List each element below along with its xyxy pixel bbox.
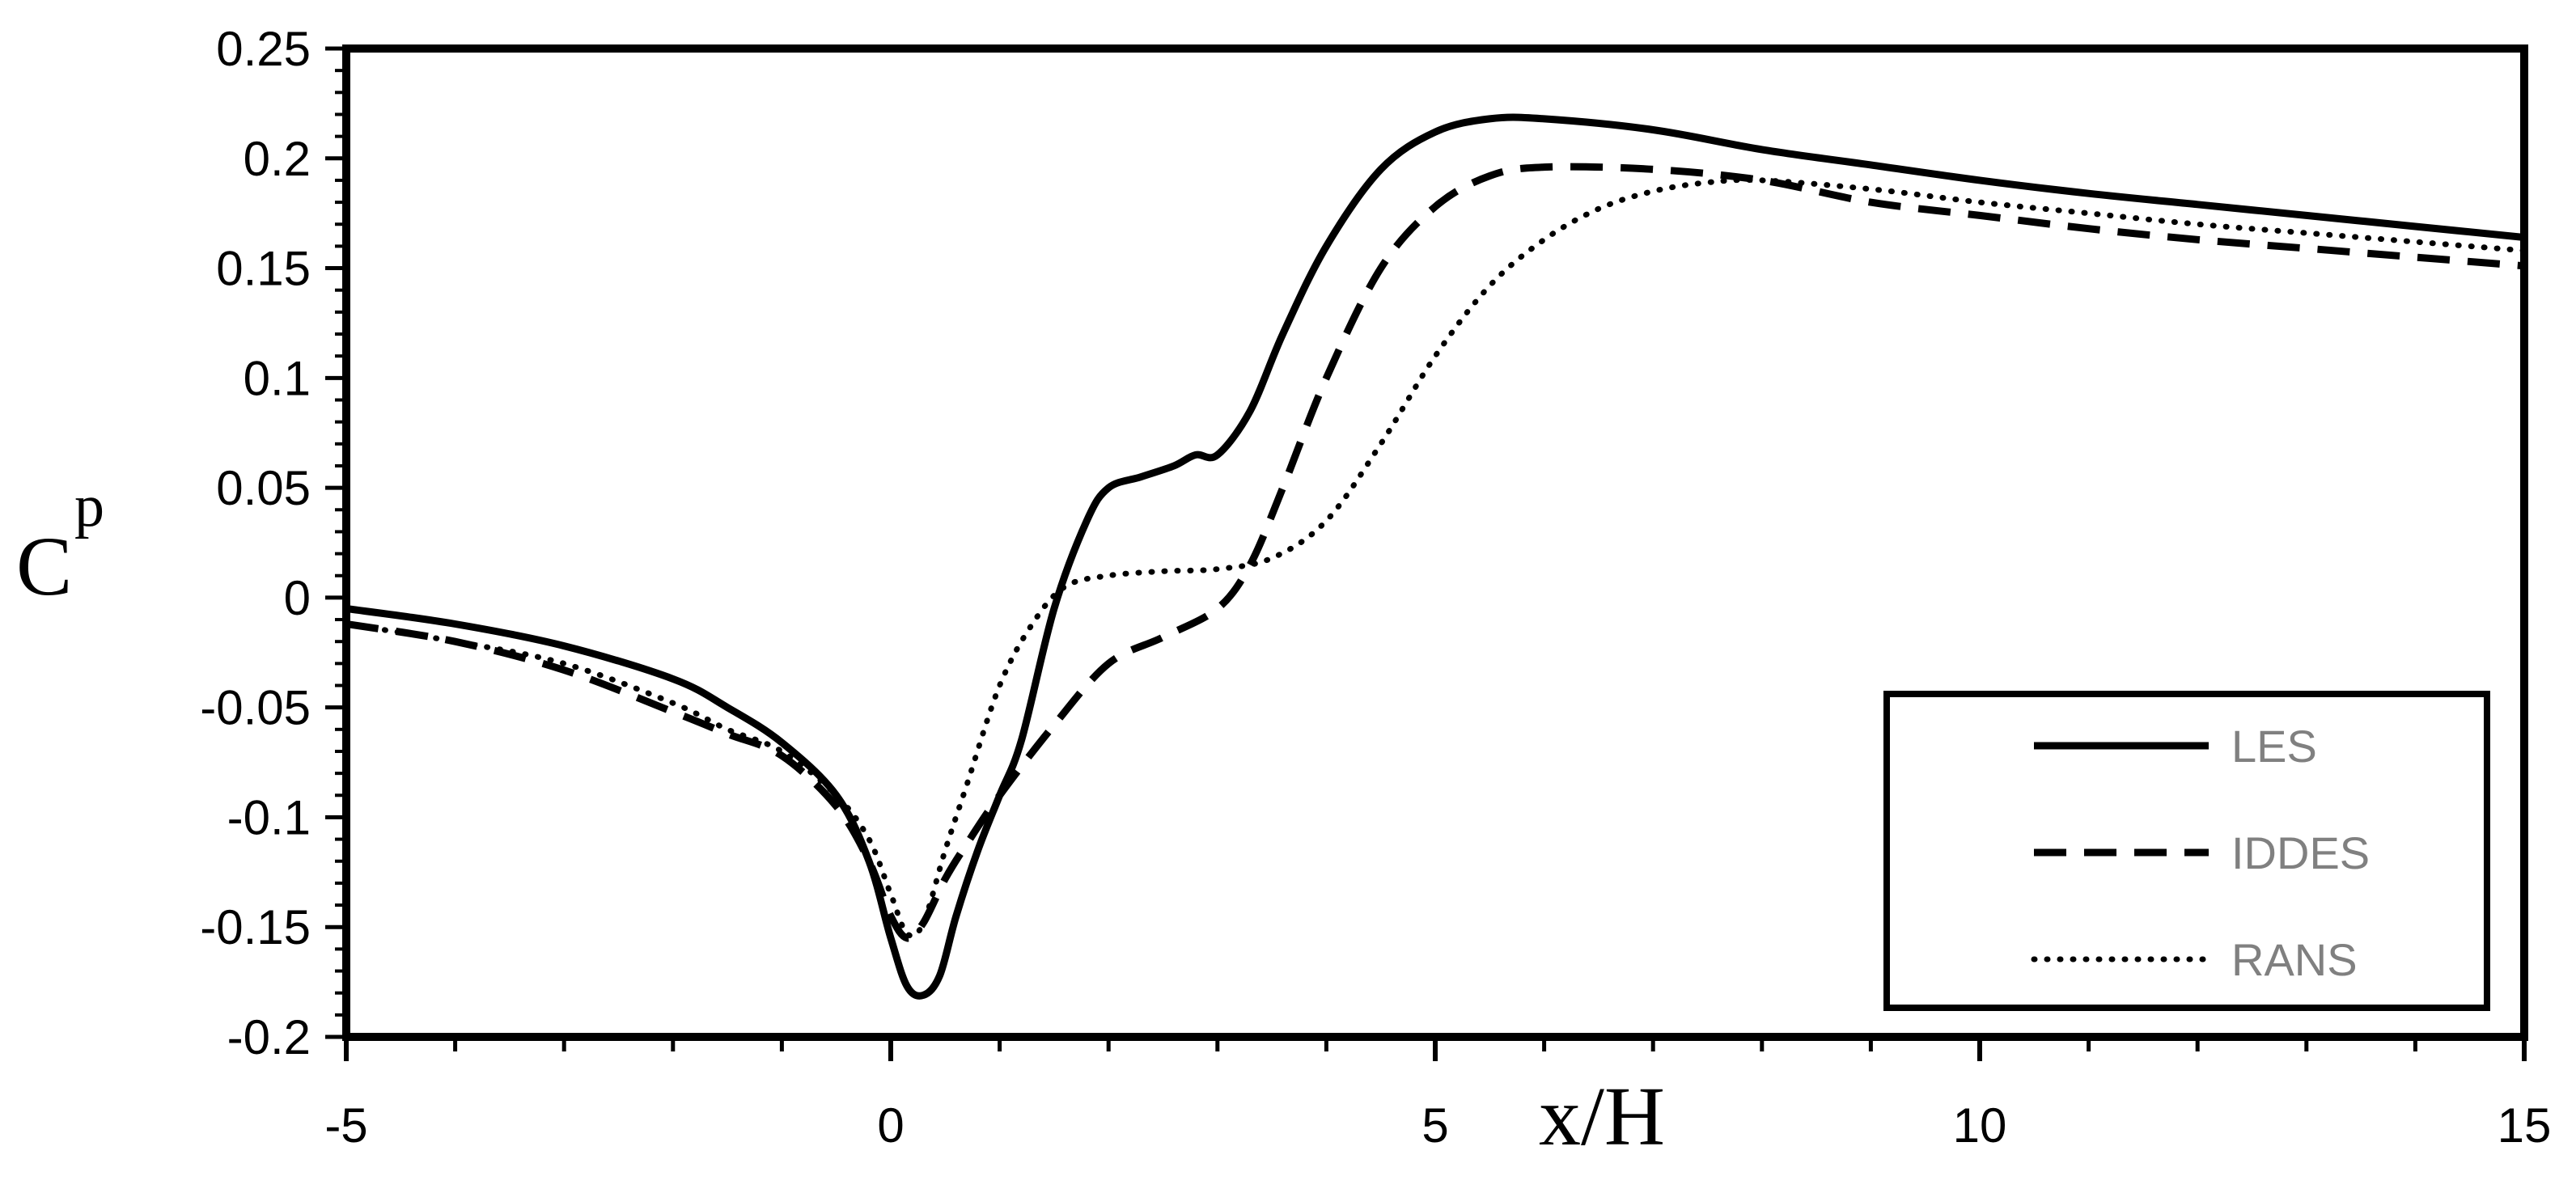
y-axis-title-main: C: [16, 520, 72, 613]
x-tick-label: 10: [1953, 1098, 2007, 1153]
x-tick-label: 0: [877, 1098, 904, 1153]
x-tick-label: 5: [1421, 1098, 1448, 1153]
series-line-iddes: [346, 163, 2524, 942]
y-tick-label: 0.2: [244, 132, 311, 186]
legend-label-rans: RANS: [2231, 934, 2358, 985]
legend: LES IDDES RANS: [1883, 691, 2490, 1011]
y-tick-label: 0.05: [216, 461, 311, 515]
y-tick-label: 0.15: [216, 242, 311, 296]
y-tick-label: -0.2: [227, 1010, 311, 1064]
y-tick-label: 0.25: [216, 22, 311, 76]
x-tick-labels: -5 0 5 10 15: [324, 1098, 2551, 1153]
y-tick-label: -0.05: [200, 681, 311, 735]
y-tick-label: 0.1: [244, 351, 311, 405]
y-axis-title: C p: [16, 473, 104, 613]
y-tick-label: -0.15: [200, 900, 311, 954]
y-tick-label: -0.1: [227, 790, 311, 844]
x-tick-label: 15: [2498, 1098, 2552, 1153]
x-axis-title: x/H: [1539, 1070, 1665, 1163]
y-axis-title-subscript: p: [74, 473, 104, 539]
series-group: [346, 113, 2524, 1000]
y-tick-label: 0: [284, 571, 311, 625]
x-tick-label: -5: [324, 1098, 367, 1153]
plot-area-frame: [342, 44, 2528, 1041]
legend-label-les: LES: [2231, 721, 2317, 772]
y-tick-labels: -0.2 -0.15 -0.1 -0.05 0 0.05 0.1 0.15 0.2 0.25: [200, 22, 311, 1064]
legend-label-iddes: IDDES: [2231, 827, 2370, 878]
